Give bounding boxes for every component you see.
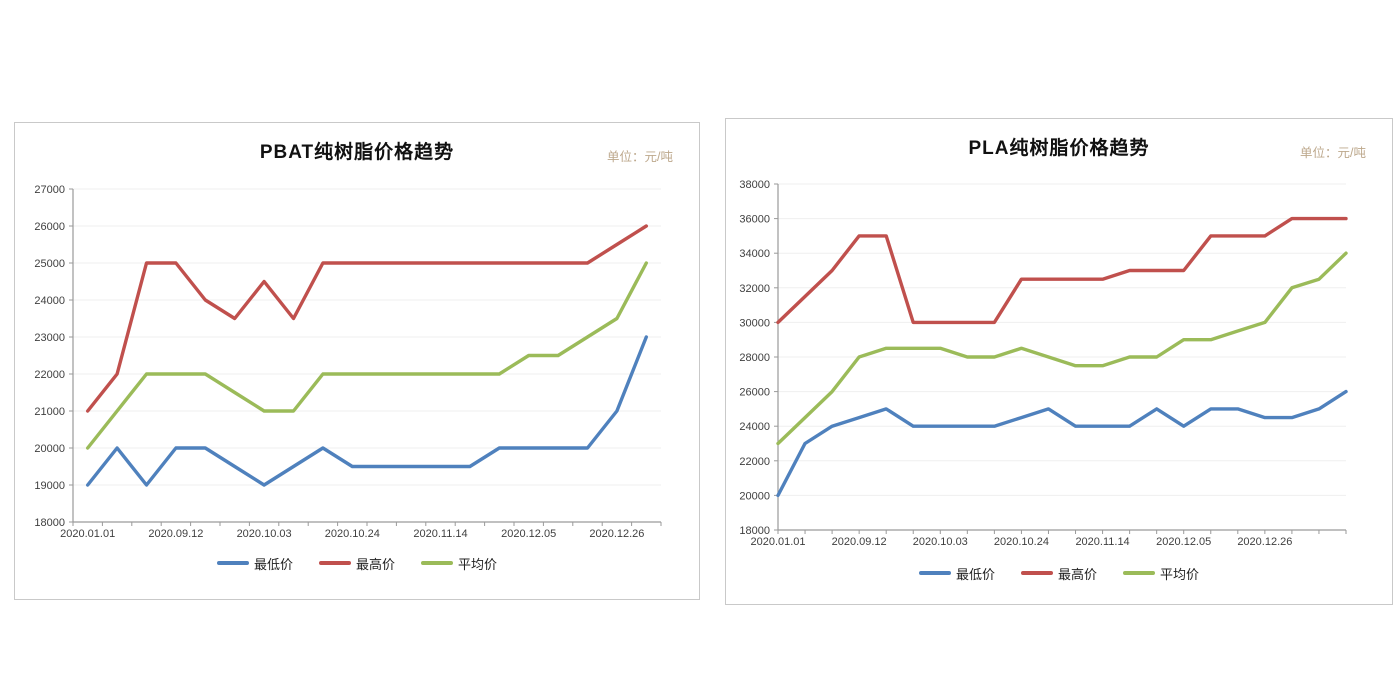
y-tick-label: 26000 xyxy=(34,221,65,233)
legend-swatch-min-price xyxy=(216,561,249,565)
series-line-max-price xyxy=(776,216,1348,325)
legend-label: 平均价 xyxy=(1160,566,1200,582)
legend-item-min-price: 最低价 xyxy=(918,564,995,583)
y-tick-label: 21000 xyxy=(34,406,65,418)
chart-title: PBAT纯树脂价格趋势 xyxy=(259,142,455,163)
legend-swatch-avg-price xyxy=(1123,571,1155,575)
legend-label: 最低价 xyxy=(955,566,995,582)
series-line-avg-price xyxy=(85,261,648,450)
x-tick-label: 2020.12.26 xyxy=(589,528,644,540)
series-line-min-price xyxy=(776,389,1348,498)
x-tick-label: 2020.12.26 xyxy=(1237,536,1292,548)
chart-plot: 18000 20000 22000 24000 26000 28000 30000 32000… xyxy=(726,169,1394,569)
x-tick-label: 2020.12.05 xyxy=(1156,536,1211,548)
series-line-avg-price xyxy=(776,251,1348,446)
chart-canvas: 18000 19000 20000 21000 22000 23000 24000 25000… xyxy=(34,184,662,540)
y-tick-label: 38000 xyxy=(739,179,770,191)
y-tick-label: 34000 xyxy=(739,248,770,260)
chart-title: PLA纯树脂价格趋势 xyxy=(968,138,1150,159)
y-tick-label: 20000 xyxy=(739,490,770,502)
y-tick-label: 22000 xyxy=(739,456,770,468)
y-tick-label: 18000 xyxy=(739,525,770,537)
chart-legend: 最低价 最高价 平均价 xyxy=(726,563,1392,583)
unit-label: 单位：元/吨 xyxy=(607,150,673,164)
chart-plot: 18000 19000 20000 21000 22000 23000 24000 25000… xyxy=(15,173,701,561)
legend-swatch-min-price xyxy=(918,571,951,575)
series-line-min-price xyxy=(85,335,648,487)
x-tick-label: 2020.11.14 xyxy=(413,528,467,540)
legend-item-max-price: 最高价 xyxy=(1020,564,1097,583)
y-tick-label: 24000 xyxy=(739,421,770,433)
x-tick-label: 2020.10.03 xyxy=(913,536,968,548)
y-tick-label: 27000 xyxy=(34,184,65,196)
legend-label: 最高价 xyxy=(1057,566,1097,582)
legend-label: 最高价 xyxy=(355,556,395,572)
y-tick-label: 26000 xyxy=(739,387,770,399)
y-tick-label: 30000 xyxy=(739,317,770,329)
y-tick-label: 25000 xyxy=(34,258,65,270)
x-tick-label: 2020.11.14 xyxy=(1075,536,1129,548)
y-tick-label: 18000 xyxy=(34,517,65,529)
y-tick-label: 19000 xyxy=(34,480,65,492)
legend-item-min-price: 最低价 xyxy=(216,554,293,573)
legend-swatch-avg-price xyxy=(421,561,453,565)
x-tick-label: 2020.10.24 xyxy=(325,528,380,540)
x-tick-label: 2020.12.05 xyxy=(501,528,556,540)
unit-label: 单位：元/吨 xyxy=(1300,146,1366,160)
x-tick-label: 2020.10.03 xyxy=(237,528,292,540)
x-tick-label: 2020.09.12 xyxy=(148,528,203,540)
y-tick-label: 23000 xyxy=(34,332,65,344)
pla-chart-panel: PLA纯树脂价格趋势 单位：元/吨 18000 20000 22000 24000 26… xyxy=(725,118,1393,605)
legend-swatch-max-price xyxy=(318,561,351,565)
x-tick-label: 2020.01.01 xyxy=(60,528,115,540)
y-tick-label: 24000 xyxy=(34,295,65,307)
legend-item-avg-price: 平均价 xyxy=(1123,564,1199,583)
y-tick-label: 28000 xyxy=(739,352,770,364)
legend-label: 最低价 xyxy=(253,556,293,572)
chart-canvas: 18000 20000 22000 24000 26000 28000 30000 32000… xyxy=(739,179,1348,548)
legend-item-max-price: 最高价 xyxy=(318,554,395,573)
x-tick-label: 2020.01.01 xyxy=(750,536,805,548)
y-tick-label: 32000 xyxy=(739,283,770,295)
y-tick-label: 22000 xyxy=(34,369,65,381)
x-tick-label: 2020.09.12 xyxy=(832,536,887,548)
x-tick-label: 2020.10.24 xyxy=(994,536,1049,548)
y-tick-label: 36000 xyxy=(739,214,770,226)
series-line-max-price xyxy=(85,224,648,413)
pbat-chart-panel: PBAT纯树脂价格趋势 单位：元/吨 18000 19000 20000 21000 2… xyxy=(14,122,700,600)
y-tick-label: 20000 xyxy=(34,443,65,455)
chart-legend: 最低价 最高价 平均价 xyxy=(15,553,699,573)
legend-item-avg-price: 平均价 xyxy=(421,554,497,573)
legend-swatch-max-price xyxy=(1020,571,1053,575)
legend-label: 平均价 xyxy=(458,556,498,572)
